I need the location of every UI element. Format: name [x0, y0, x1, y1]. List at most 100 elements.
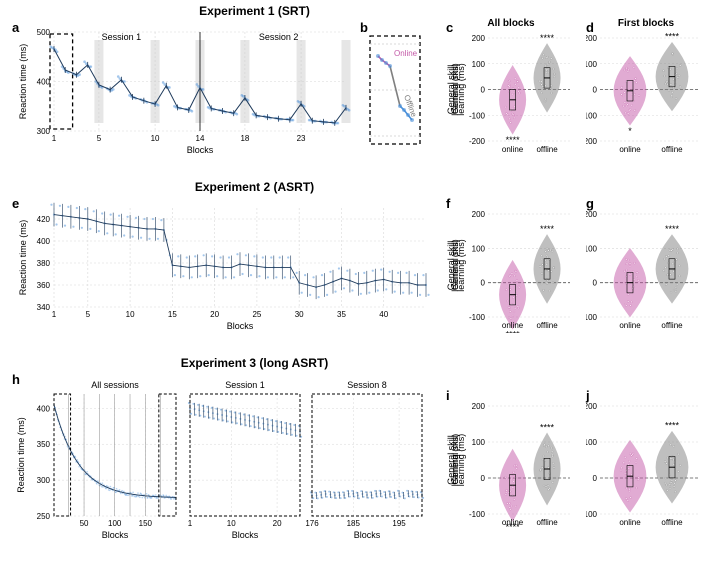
svg-text:****: **** [506, 135, 521, 145]
svg-text:Blocks: Blocks [187, 145, 214, 155]
svg-text:0: 0 [481, 474, 486, 483]
svg-text:offline: offline [536, 518, 558, 527]
svg-text:online: online [502, 518, 524, 527]
svg-text:100: 100 [108, 519, 122, 528]
svg-text:200: 200 [472, 402, 486, 411]
svg-text:-100: -100 [586, 111, 598, 120]
panel-c: c All blocks -200-1000100200General skil… [446, 22, 576, 157]
svg-text:learning (ms): learning (ms) [456, 434, 466, 487]
svg-text:-100: -100 [586, 313, 598, 322]
svg-text:-200: -200 [586, 137, 598, 146]
svg-text:15: 15 [168, 310, 177, 319]
svg-text:0: 0 [593, 474, 598, 483]
svg-text:200: 200 [472, 210, 486, 219]
svg-text:100: 100 [472, 60, 486, 69]
svg-text:200: 200 [586, 402, 598, 411]
svg-text:****: **** [506, 330, 521, 333]
label-g: g [586, 196, 594, 211]
label-j: j [586, 388, 590, 403]
svg-text:400: 400 [37, 237, 51, 246]
svg-text:100: 100 [586, 244, 598, 253]
svg-text:176: 176 [305, 519, 319, 528]
svg-text:Online: Online [394, 49, 418, 58]
svg-text:****: **** [540, 422, 555, 432]
svg-text:0: 0 [481, 86, 486, 95]
svg-text:Blocks: Blocks [227, 321, 254, 331]
svg-text:30: 30 [295, 310, 304, 319]
svg-text:online: online [502, 321, 524, 330]
svg-text:185: 185 [347, 519, 361, 528]
svg-text:10: 10 [227, 519, 236, 528]
label-b: b [360, 20, 368, 35]
svg-text:350: 350 [37, 440, 51, 449]
svg-text:420: 420 [37, 215, 51, 224]
panel-j: j -1000100200****onlineoffline [586, 390, 706, 530]
label-a: a [12, 20, 19, 35]
svg-text:offline: offline [536, 145, 558, 154]
svg-text:Session 2: Session 2 [259, 32, 299, 42]
svg-text:Session 1: Session 1 [225, 380, 265, 390]
svg-text:General skill: General skill [446, 435, 456, 485]
svg-text:380: 380 [37, 259, 51, 268]
svg-text:10: 10 [151, 134, 160, 143]
svg-text:****: **** [665, 224, 680, 234]
svg-text:Blocks: Blocks [102, 530, 129, 540]
svg-text:10: 10 [126, 310, 135, 319]
svg-text:-200: -200 [469, 137, 486, 146]
svg-text:500: 500 [37, 28, 51, 37]
svg-text:Reaction time (ms): Reaction time (ms) [18, 220, 28, 296]
svg-text:****: **** [665, 32, 680, 42]
svg-text:14: 14 [196, 134, 205, 143]
svg-text:Blocks: Blocks [354, 530, 381, 540]
svg-text:Offline: Offline [402, 94, 419, 119]
svg-text:Session 8: Session 8 [347, 380, 387, 390]
svg-text:offline: offline [661, 145, 683, 154]
svg-text:****: **** [665, 421, 680, 431]
svg-text:200: 200 [586, 34, 598, 43]
exp1-title: Experiment 1 (SRT) [82, 4, 427, 18]
svg-text:300: 300 [37, 476, 51, 485]
svg-text:online: online [619, 321, 641, 330]
svg-text:400: 400 [37, 78, 51, 87]
svg-text:Reaction time (ms): Reaction time (ms) [18, 44, 28, 120]
title-c: All blocks [446, 18, 576, 29]
svg-text:200: 200 [472, 34, 486, 43]
svg-text:-100: -100 [469, 111, 486, 120]
svg-text:offline: offline [661, 518, 683, 527]
svg-text:150: 150 [139, 519, 153, 528]
label-h: h [12, 372, 20, 387]
svg-text:****: **** [540, 33, 555, 43]
svg-text:400: 400 [37, 404, 51, 413]
panel-i: i -1000100200General skilllearning (ms)G… [446, 390, 576, 530]
svg-text:18: 18 [240, 134, 249, 143]
svg-text:0: 0 [593, 86, 598, 95]
exp2-title: Experiment 2 (ASRT) [82, 180, 427, 194]
svg-text:offline: offline [661, 321, 683, 330]
panel-e: e 3403603804004201510152025303540Reactio… [12, 198, 432, 333]
svg-text:offline: offline [536, 321, 558, 330]
svg-text:35: 35 [337, 310, 346, 319]
svg-text:40: 40 [379, 310, 388, 319]
panel-h: h 250300350400Reaction time (ms)All sess… [12, 374, 432, 544]
svg-text:learning (ms): learning (ms) [456, 63, 466, 116]
panel-f: f -1000100200General skilllearning (ms)G… [446, 198, 576, 333]
svg-text:23: 23 [297, 134, 306, 143]
exp3-title: Experiment 3 (long ASRT) [82, 356, 427, 370]
svg-text:100: 100 [586, 60, 598, 69]
label-i: i [446, 388, 450, 403]
svg-text:-100: -100 [469, 313, 486, 322]
svg-text:General skill: General skill [446, 65, 456, 115]
svg-text:195: 195 [392, 519, 406, 528]
svg-text:-100: -100 [586, 510, 598, 519]
svg-text:340: 340 [37, 303, 51, 312]
svg-text:Blocks: Blocks [232, 530, 259, 540]
svg-text:Reaction time (ms): Reaction time (ms) [16, 417, 26, 493]
panel-b: b Online Offline [360, 22, 430, 157]
svg-text:1: 1 [188, 519, 193, 528]
svg-text:General skill: General skill [446, 241, 456, 291]
svg-text:online: online [502, 145, 524, 154]
svg-text:learning (ms): learning (ms) [456, 239, 466, 292]
svg-text:50: 50 [80, 519, 89, 528]
svg-text:20: 20 [273, 519, 282, 528]
panel-d: d First blocks -200-1000100200*****onlin… [586, 22, 706, 157]
